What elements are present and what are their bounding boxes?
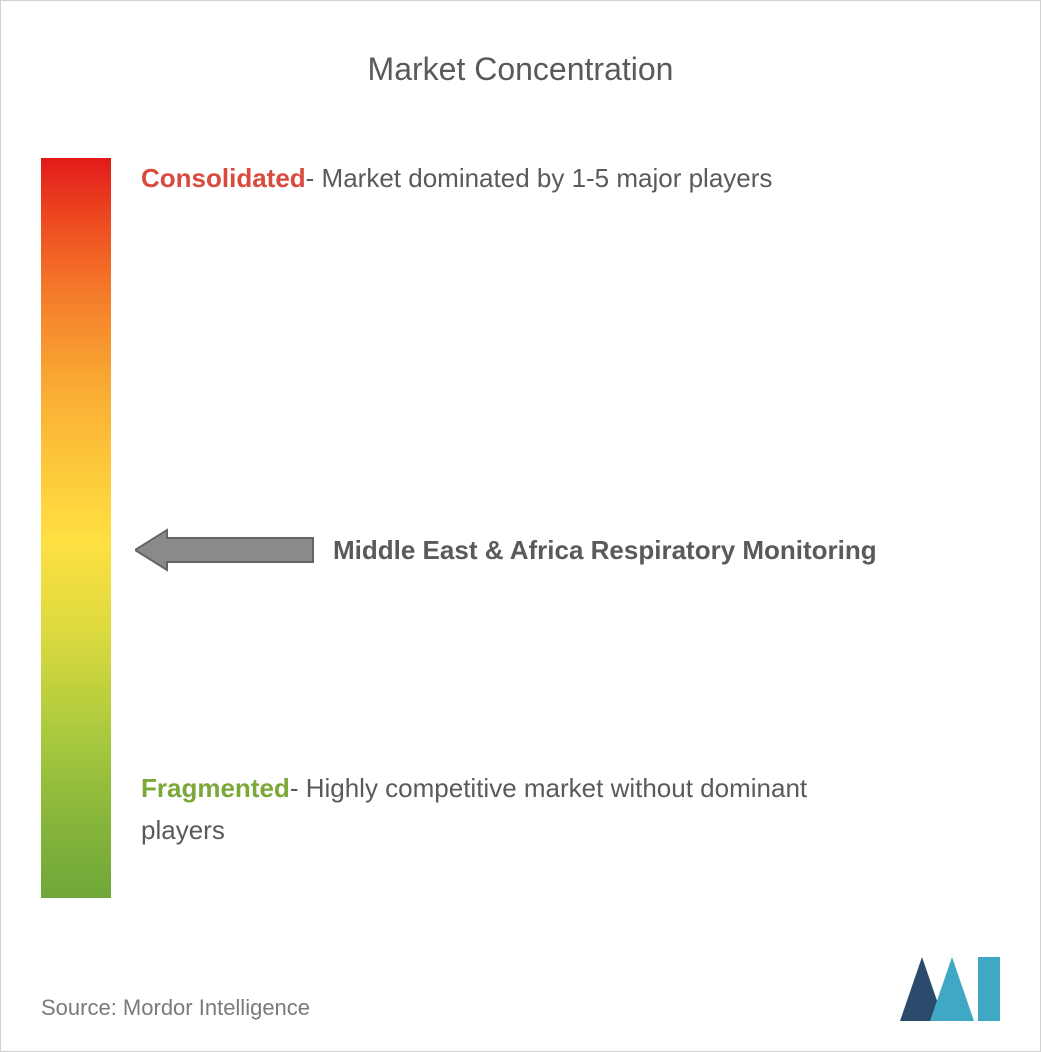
concentration-gradient-bar [41, 158, 111, 898]
mordor-logo [900, 957, 1000, 1021]
source-attribution: Source: Mordor Intelligence [41, 995, 310, 1021]
labels-area: Consolidated- Market dominated by 1-5 ma… [141, 158, 1000, 898]
middle-market-label: Middle East & Africa Respiratory Monitor… [333, 535, 877, 566]
content-area: Consolidated- Market dominated by 1-5 ma… [41, 158, 1000, 898]
arrow-icon [135, 526, 315, 574]
consolidated-description: - Market dominated by 1-5 major players [306, 163, 773, 193]
fragmented-highlight: Fragmented [141, 773, 290, 803]
chart-title: Market Concentration [41, 51, 1000, 88]
consolidated-label: Consolidated- Market dominated by 1-5 ma… [141, 158, 772, 200]
consolidated-highlight: Consolidated [141, 163, 306, 193]
fragmented-label: Fragmented- Highly competitive market wi… [141, 768, 861, 851]
middle-marker: Middle East & Africa Respiratory Monitor… [135, 526, 877, 574]
